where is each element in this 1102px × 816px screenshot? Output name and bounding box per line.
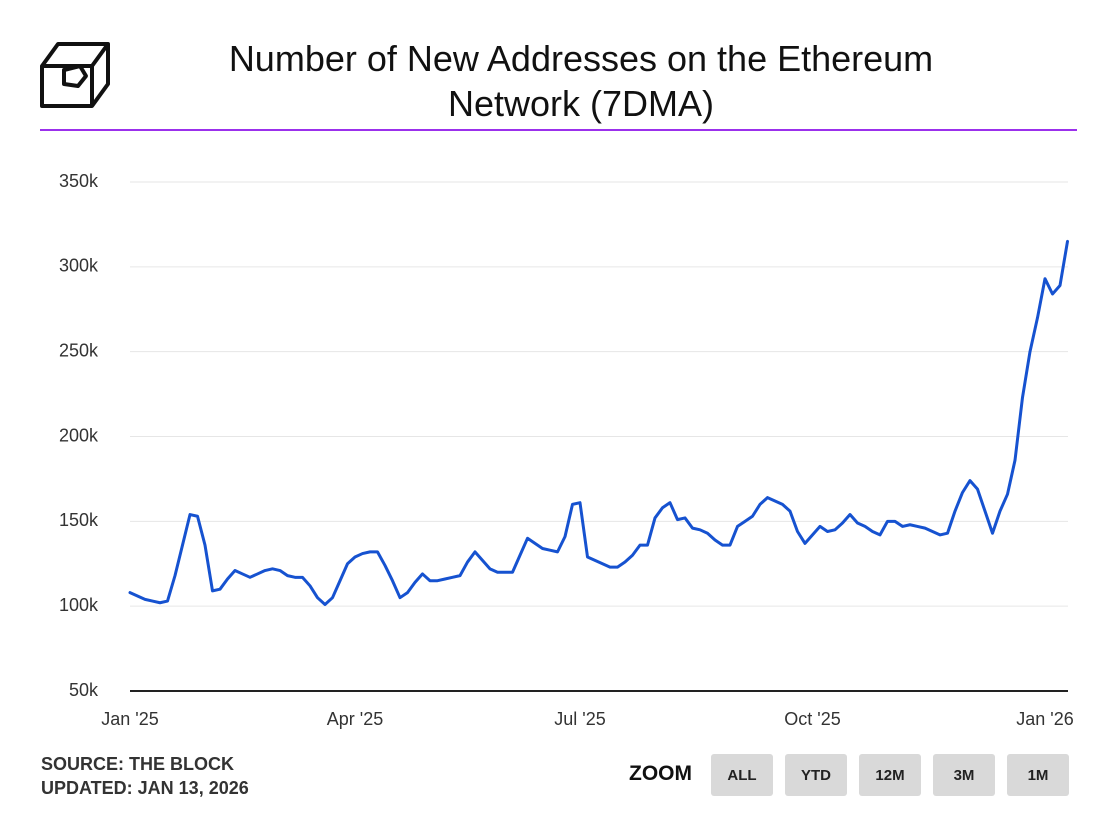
- updated: UPDATED: JAN 13, 2026: [41, 778, 249, 798]
- zoom-label: ZOOM: [629, 762, 692, 785]
- x-tick-label: Apr '25: [327, 709, 383, 729]
- y-tick-label: 100k: [59, 595, 99, 615]
- source: SOURCE: THE BLOCK: [41, 754, 234, 774]
- zoom-button[interactable]: ALL: [711, 754, 773, 796]
- data-line: [128, 239, 1069, 606]
- chart-title: Number of New Addresses on the Ethereum …: [228, 38, 934, 124]
- x-tick-label: Jul '25: [554, 709, 605, 729]
- logo: [40, 42, 110, 108]
- zoom-button[interactable]: 3M: [933, 754, 995, 796]
- y-tick-label: 250k: [59, 340, 99, 360]
- zoom-button[interactable]: YTD: [785, 754, 847, 796]
- x-tick-label: Jan '25: [101, 709, 158, 729]
- y-tick-label: 300k: [59, 256, 99, 276]
- y-tick-label: 200k: [59, 425, 99, 445]
- zoom-button[interactable]: 12M: [859, 754, 921, 796]
- x-tick-label: Jan '26: [1016, 709, 1073, 729]
- zoom-button[interactable]: 1M: [1007, 754, 1069, 796]
- x-tick-label: Oct '25: [784, 709, 840, 729]
- y-tick-label: 150k: [59, 510, 99, 530]
- y-tick-label: 350k: [59, 171, 99, 191]
- y-tick-label: 50k: [69, 680, 99, 700]
